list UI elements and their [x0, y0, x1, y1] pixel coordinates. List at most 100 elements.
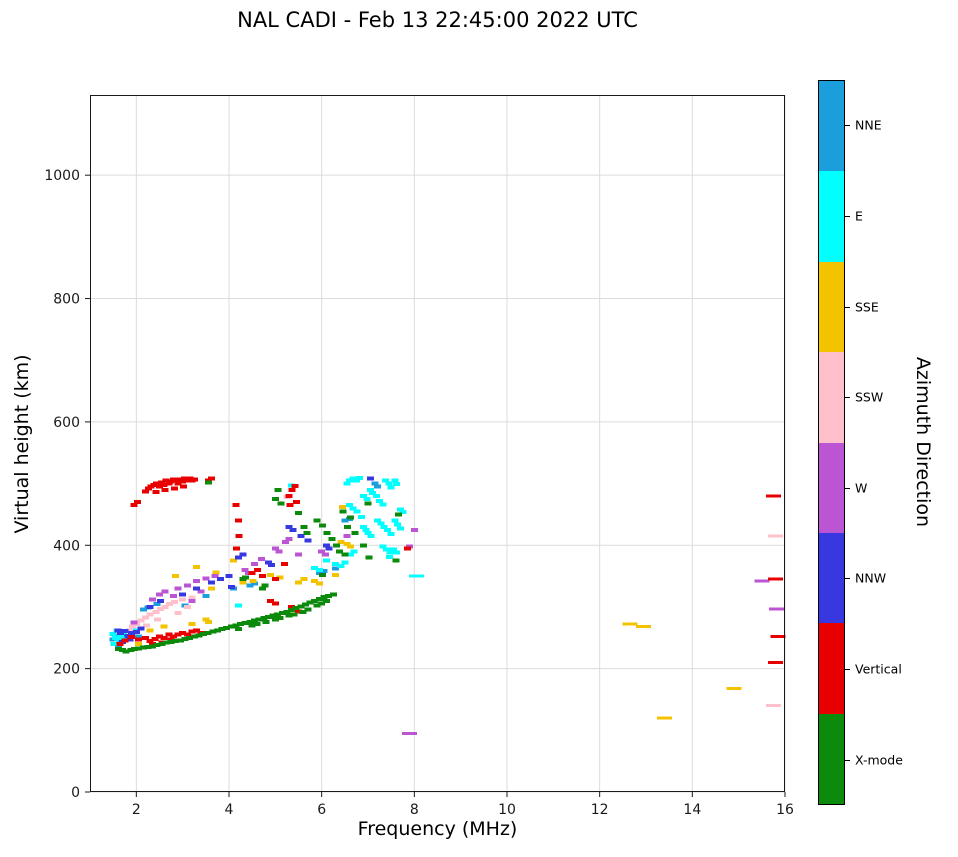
echo-point-ssw: [183, 604, 191, 609]
echo-point-ssw: [154, 617, 162, 622]
echo-point-w: [282, 540, 290, 545]
echo-point-nnw: [268, 563, 276, 568]
echo-point-e: [367, 534, 375, 539]
echo-point-sse: [300, 577, 308, 582]
echo-point-sse: [337, 540, 345, 545]
echo-point-vertical: [403, 546, 411, 551]
echo-point-ssw: [125, 628, 133, 633]
echo-point-ssw: [129, 624, 137, 629]
echo-point-vertical: [179, 479, 187, 484]
echo-point-ssw: [146, 612, 154, 617]
echo-point-x-mode: [115, 646, 123, 651]
colorbar-segment-nnw: [819, 532, 844, 624]
echo-point-vertical: [291, 484, 299, 489]
echo-point-sse: [339, 505, 347, 510]
echo-point-ssw: [170, 600, 178, 605]
echo-point-e: [385, 481, 393, 486]
echo-point-w: [410, 527, 418, 532]
echo-point-x-mode: [213, 628, 221, 633]
x-tick-label: 8: [410, 802, 419, 818]
echo-point-nne: [246, 583, 254, 588]
x-tick-label: 4: [225, 802, 234, 818]
echo-point-x-mode: [223, 625, 231, 630]
echo-point-vertical: [171, 478, 179, 483]
echo-point-vertical: [153, 481, 161, 486]
echo-point-nnw: [179, 592, 187, 597]
echo-point-vertical: [288, 487, 296, 492]
echo-point-e: [391, 478, 399, 483]
y-tick-label: 400: [53, 538, 80, 554]
echo-point-nnw: [285, 524, 293, 529]
echo-point-nnw: [128, 630, 136, 635]
echo-point-e: [346, 552, 354, 557]
echo-point-x-mode: [144, 645, 152, 650]
echo-point-nnw: [264, 560, 272, 565]
echo-point-sse: [332, 572, 340, 577]
echo-point-e: [352, 478, 360, 483]
echo-dash-w: [769, 607, 785, 611]
colorbar-segment-sse: [819, 261, 844, 353]
echo-point-x-mode: [276, 616, 284, 621]
echo-point-vertical: [188, 629, 196, 634]
echo-point-x-mode: [172, 638, 180, 643]
echo-point-nnw: [217, 577, 225, 582]
echo-point-w: [275, 549, 283, 554]
echo-point-w: [271, 546, 279, 551]
echo-point-nnw: [325, 546, 333, 551]
echo-point-e: [117, 634, 125, 639]
colorbar-label-ssw: SSW: [855, 389, 884, 405]
echo-point-x-mode: [278, 611, 286, 616]
echo-point-sse: [160, 624, 168, 629]
echo-point-nne: [341, 518, 349, 523]
echo-point-nne: [373, 484, 381, 489]
echo-point-x-mode: [351, 530, 359, 535]
echo-point-vertical: [193, 628, 201, 633]
echo-point-x-mode: [318, 601, 326, 606]
echo-point-vertical: [191, 477, 199, 482]
echo-point-x-mode: [255, 617, 263, 622]
echo-point-x-mode: [285, 613, 293, 618]
echo-point-e: [359, 524, 367, 529]
colorbar-title: Azimuth Direction: [912, 356, 934, 528]
colorbar-segment-nne: [819, 81, 844, 172]
echo-point-vertical: [174, 481, 182, 486]
echo-point-vertical: [248, 571, 256, 576]
echo-point-vertical: [232, 503, 240, 508]
colorbar-label-x-mode: X-mode: [855, 752, 903, 768]
echo-point-nnw: [297, 534, 305, 539]
echo-dash-w: [754, 579, 770, 583]
echo-point-x-mode: [205, 480, 213, 485]
echo-point-vertical: [162, 478, 170, 483]
echo-point-x-mode: [323, 530, 331, 535]
echo-point-ssw: [143, 623, 151, 628]
echo-point-x-mode: [335, 549, 343, 554]
echo-point-vertical: [167, 479, 175, 484]
echo-point-x-mode: [364, 501, 372, 506]
echo-point-nnw: [126, 637, 134, 642]
echo-point-vertical: [174, 632, 182, 637]
echo-point-x-mode: [260, 616, 268, 621]
echo-point-x-mode: [322, 598, 330, 603]
echo-point-w: [183, 583, 191, 588]
colorbar-tick: [845, 215, 850, 217]
echo-point-x-mode: [344, 524, 352, 529]
echo-point-x-mode: [253, 622, 261, 627]
echo-point-nnw: [304, 538, 312, 543]
echo-point-e: [387, 532, 395, 537]
echo-point-vertical: [130, 503, 138, 508]
echo-point-e: [322, 558, 330, 563]
echo-point-ssw: [156, 606, 164, 611]
echo-point-vertical: [160, 482, 168, 487]
echo-point-sse: [315, 581, 323, 586]
echo-point-vertical: [142, 635, 150, 640]
echo-point-w: [149, 597, 157, 602]
echo-point-e: [362, 527, 370, 532]
echo-point-x-mode: [234, 627, 242, 632]
echo-point-x-mode: [365, 555, 373, 560]
echo-point-nnw: [132, 630, 140, 635]
echo-point-w: [257, 556, 265, 561]
colorbar-tick: [845, 397, 850, 399]
echo-point-x-mode: [297, 604, 305, 609]
echo-point-nnw: [239, 552, 247, 557]
echo-point-ssw: [179, 597, 187, 602]
